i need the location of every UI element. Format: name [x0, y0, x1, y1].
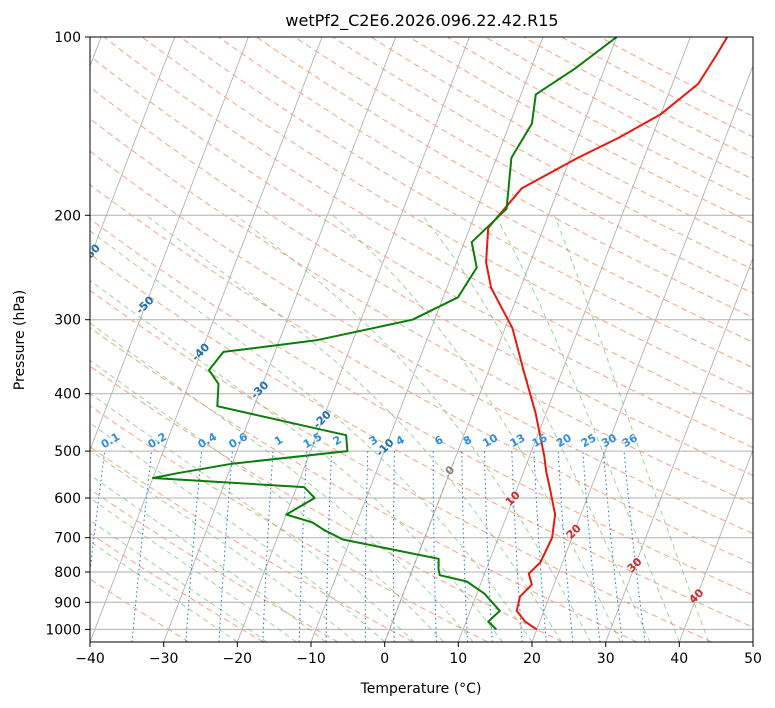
y-tick-label: 900 [54, 595, 81, 611]
isotherm-line [236, 37, 470, 642]
freezing-isotherm-line [384, 461, 455, 642]
x-tick-label: −20 [223, 651, 253, 667]
x-axis-title: Temperature (°C) [360, 681, 482, 697]
isotherm-line [90, 37, 176, 260]
dry-adiabat-line [90, 446, 414, 642]
y-tick-label: 600 [54, 491, 81, 507]
dry-adiabat-line [90, 184, 753, 565]
y-axis-title: Pressure (hPa) [12, 290, 28, 390]
dry-adiabat-line [90, 289, 712, 642]
temperature-curve [485, 37, 729, 631]
moist-adiabat-line [90, 519, 268, 642]
dry-adiabat-line [103, 37, 753, 421]
dry-adiabat-line [90, 532, 264, 642]
mixing-ratio-line [484, 451, 493, 642]
chart-title: wetPf2_C2E6.2026.096.22.42.R15 [285, 11, 558, 31]
x-tick-label: −30 [149, 651, 179, 667]
dry-adiabat-line [90, 405, 488, 642]
axis-ticks: −40 −30 −20 −10 0 10 20 30 40 50 100 200 300 400 500 60… [45, 30, 762, 667]
x-tick-label: 10 [449, 651, 467, 667]
dry-adiabat-line [90, 150, 753, 535]
dry-adiabat-line [90, 55, 753, 449]
moist-adiabat-line [553, 215, 710, 642]
moist-adiabat-line [90, 422, 385, 642]
mixing-ratio-line [185, 451, 203, 642]
x-tick-label: 20 [523, 651, 541, 667]
moist-adiabat-line [90, 540, 238, 642]
mixing-ratio-line [602, 451, 623, 642]
moist-adiabat-line [421, 215, 651, 642]
isotherm-line [90, 37, 323, 642]
moist-adiabat-line [495, 215, 680, 642]
dry-adiabat-line [90, 118, 753, 505]
mixing-ratio-line [262, 451, 274, 642]
mixing-ratio-line [533, 451, 547, 642]
mixing-ratio-line [432, 451, 437, 642]
y-tick-label: 300 [54, 313, 81, 329]
y-tick-label: 500 [54, 444, 81, 460]
moist-adiabat-line [90, 322, 474, 642]
moist-adiabat-line [90, 392, 415, 642]
mixing-ratio-line [393, 451, 395, 642]
mixing-ratio-line [218, 451, 233, 642]
x-tick-label: 30 [597, 651, 615, 667]
dry-adiabat-line [90, 327, 638, 642]
isotherm-line [531, 64, 753, 642]
dewpoint-curve [151, 37, 618, 631]
y-tick-label: 700 [54, 531, 81, 547]
mixing-ratio-line [325, 451, 333, 642]
dry-adiabat-line [218, 37, 753, 343]
mixing-ratio-line [623, 451, 646, 642]
isotherm-line [605, 256, 753, 642]
moist-adiabat-line [235, 214, 592, 642]
plot-frame [89, 36, 754, 643]
isotherm-line [90, 37, 249, 452]
x-tick-label: 0 [380, 651, 389, 667]
x-tick-label: −10 [296, 651, 326, 667]
dry-adiabat-line [141, 37, 753, 395]
y-tick-label: 100 [54, 30, 81, 46]
isotherm-line [163, 37, 397, 642]
moist-adiabat-line [90, 230, 533, 642]
y-tick-label: 200 [54, 208, 81, 224]
moist-adiabat-line [90, 449, 356, 642]
mixing-ratio-line [131, 451, 153, 642]
mixing-ratio-line [511, 451, 523, 642]
x-tick-label: 50 [744, 651, 762, 667]
grid-layer [90, 37, 753, 642]
x-tick-label: −40 [75, 651, 105, 667]
isotherm-line [457, 37, 691, 642]
dry-adiabat-line [90, 86, 753, 477]
x-tick-label: 40 [670, 651, 688, 667]
moist-adiabat-line [90, 279, 503, 642]
mixing-ratio-line [557, 451, 574, 642]
mixing-ratio-line [582, 451, 601, 642]
isotherm-line [678, 448, 753, 642]
mixing-ratio-line [461, 451, 468, 642]
y-tick-label: 800 [54, 565, 81, 581]
mixing-ratio-line [298, 451, 308, 642]
y-tick-label: 400 [54, 387, 81, 403]
mixing-ratio-line [364, 451, 369, 642]
dry-adiabat-line [179, 37, 753, 369]
y-tick-label: 1000 [45, 622, 81, 638]
series-layer [151, 37, 729, 631]
moist-adiabat-line [90, 497, 297, 642]
